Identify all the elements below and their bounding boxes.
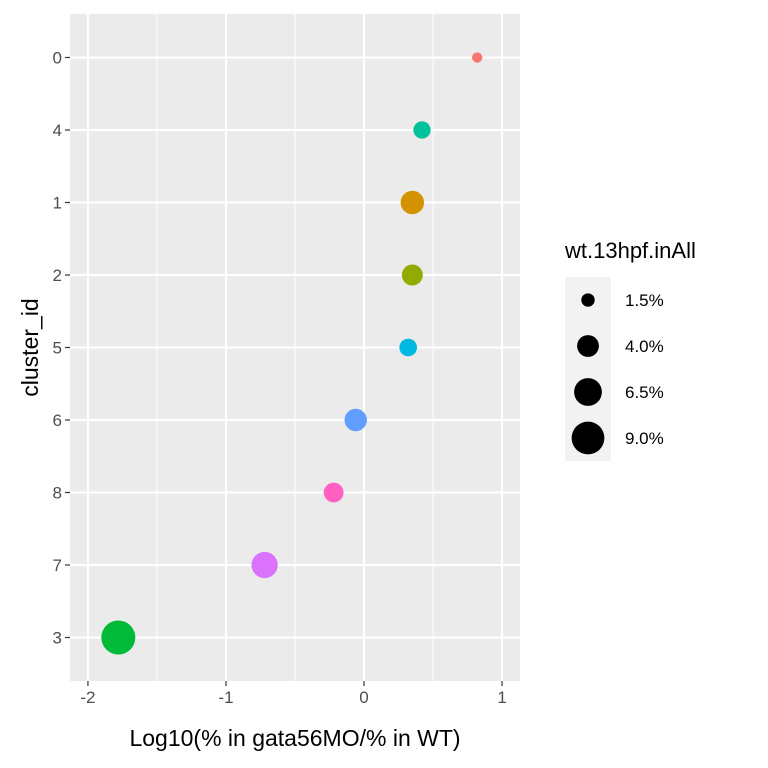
data-points [101,52,483,655]
x-tick-label: 1 [497,688,506,707]
y-tick-label: 4 [53,121,62,140]
x-tick-label: -1 [218,688,233,707]
point-cluster-6 [344,408,367,432]
x-tick-label: 0 [359,688,368,707]
y-tick-label: 0 [53,49,62,68]
point-cluster-2 [401,264,423,286]
y-axis-title: cluster_id [17,298,43,396]
legend-key-4.0% [577,335,599,357]
legend-label: 9.0% [625,429,664,448]
point-cluster-0 [472,52,483,63]
y-tick-label: 5 [53,339,62,358]
y-tick-label: 2 [53,266,62,285]
point-cluster-3 [101,620,136,655]
major-gridlines [70,14,520,681]
point-cluster-4 [413,121,431,139]
point-cluster-1 [400,190,425,215]
y-axis-ticks: 0 4 1 2 5 6 8 7 3 [53,49,70,648]
legend-key-6.5% [574,378,602,406]
legend-key-1.5% [581,293,595,307]
y-tick-label: 7 [53,556,62,575]
point-cluster-8 [323,482,344,503]
legend-label: 4.0% [625,337,664,356]
y-tick-label: 6 [53,411,62,430]
point-cluster-7 [251,551,278,579]
x-axis-title: Log10(% in gata56MO/% in WT) [129,725,460,751]
legend-key-9.0% [571,421,605,455]
x-tick-label: -2 [80,688,95,707]
y-tick-label: 8 [53,484,62,503]
legend-title: wt.13hpf.inAll [564,238,696,263]
point-cluster-5 [399,338,417,357]
size-legend: wt.13hpf.inAll 1.5% 4.0% 6.5% 9.0% [564,238,696,461]
y-tick-label: 3 [53,629,62,648]
legend-label: 1.5% [625,291,664,310]
x-axis-ticks: -2 -1 0 1 [80,681,507,707]
legend-label: 6.5% [625,383,664,402]
y-tick-label: 1 [53,194,62,213]
